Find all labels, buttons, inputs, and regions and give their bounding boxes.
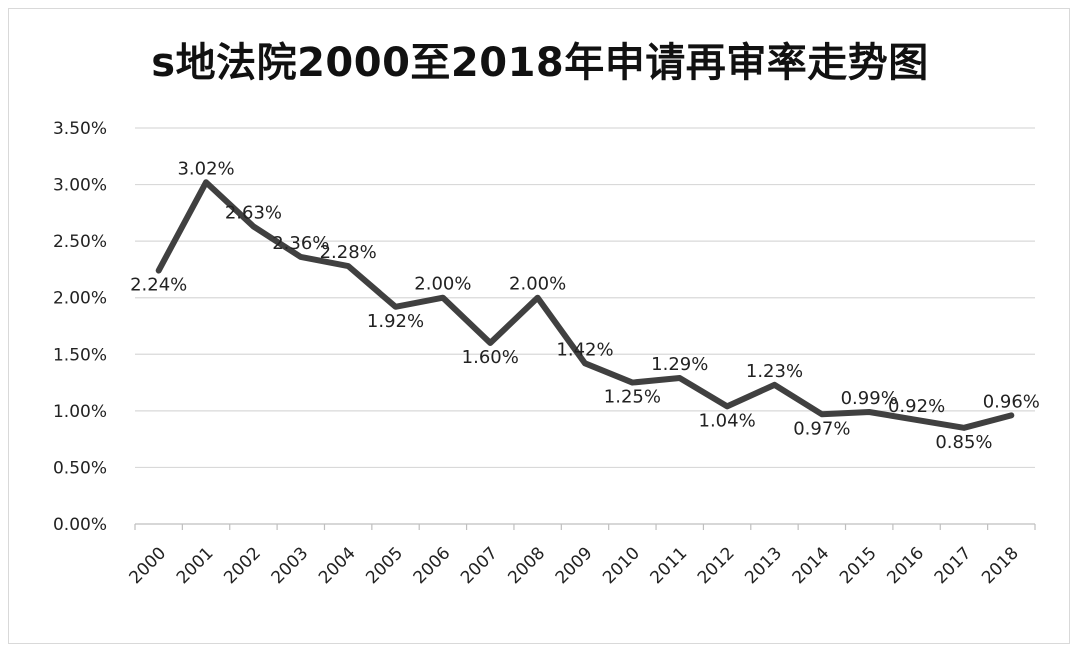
series-line <box>155 179 1015 431</box>
x-tick-label: 2018 <box>978 543 1023 588</box>
y-tick-label: 0.00% <box>53 515 107 535</box>
data-label: 1.04% <box>699 410 756 431</box>
chart-title: s地法院2000至2018年申请再审率走势图 <box>151 40 929 86</box>
x-tick-label: 2005 <box>362 543 407 588</box>
y-tick-label: 3.00% <box>53 176 107 196</box>
x-tick-label: 2002 <box>220 543 265 588</box>
data-label: 2.00% <box>414 274 471 295</box>
x-tick-label: 2008 <box>504 543 549 588</box>
data-label: 1.29% <box>651 354 708 375</box>
y-tick-label: 2.50% <box>53 232 107 252</box>
x-tick-label: 2003 <box>268 543 313 588</box>
data-label: 3.02% <box>177 158 234 179</box>
y-tick-label: 1.50% <box>53 345 107 365</box>
x-tick-label: 2013 <box>741 543 786 588</box>
data-label: 2.63% <box>225 202 282 223</box>
y-axis-tick-labels: 0.00% 0.50% 1.00% 1.50% 2.00% 2.50% 3.00% 3.50% <box>53 119 107 535</box>
series-line-group <box>155 179 1015 431</box>
data-label: 1.23% <box>746 361 803 382</box>
x-tick-label: 2006 <box>410 543 455 588</box>
data-label: 2.28% <box>320 242 377 263</box>
data-label: 0.92% <box>888 396 945 417</box>
y-tick-label: 1.00% <box>53 402 107 422</box>
data-label: 0.85% <box>935 432 992 453</box>
gridlines <box>135 127 1035 525</box>
x-tick-label: 2015 <box>836 543 881 588</box>
data-label: 0.97% <box>793 418 850 439</box>
y-tick-label: 2.00% <box>53 289 107 309</box>
x-axis: 2000 2001 2002 2003 2004 2005 2006 2007 2008 2009… <box>125 524 1036 588</box>
x-tick-label: 2001 <box>173 543 218 588</box>
x-tick-label: 2016 <box>883 543 928 588</box>
x-tick-label: 2012 <box>694 543 739 588</box>
data-label: 1.42% <box>556 339 613 360</box>
data-label: 2.00% <box>509 274 566 295</box>
data-label: 1.92% <box>367 311 424 332</box>
data-labels: 2.24% 3.02% 2.63% 2.36%2.28% 1.92% 2.00% 1.60%… <box>130 158 1040 453</box>
x-tick-label: 2010 <box>599 543 644 588</box>
y-tick-label: 0.50% <box>53 458 107 478</box>
data-label: 0.99% <box>841 388 898 409</box>
x-tick-label: 2000 <box>125 543 170 588</box>
x-tick-label: 2011 <box>647 543 692 588</box>
data-label: 1.25% <box>604 387 661 408</box>
x-tick-label: 2017 <box>931 543 976 588</box>
data-label: 0.96% <box>983 391 1040 412</box>
data-label: 1.60% <box>462 347 519 368</box>
x-tick-label: 2007 <box>457 543 502 588</box>
x-tick-label: 2009 <box>552 543 597 588</box>
data-label: 2.36% <box>272 233 329 254</box>
x-tick-label: 2004 <box>315 543 360 588</box>
data-label: 2.24% <box>130 275 187 296</box>
chart-frame <box>8 8 1070 644</box>
y-tick-label: 3.50% <box>53 119 107 139</box>
x-tick-label: 2014 <box>789 543 834 588</box>
